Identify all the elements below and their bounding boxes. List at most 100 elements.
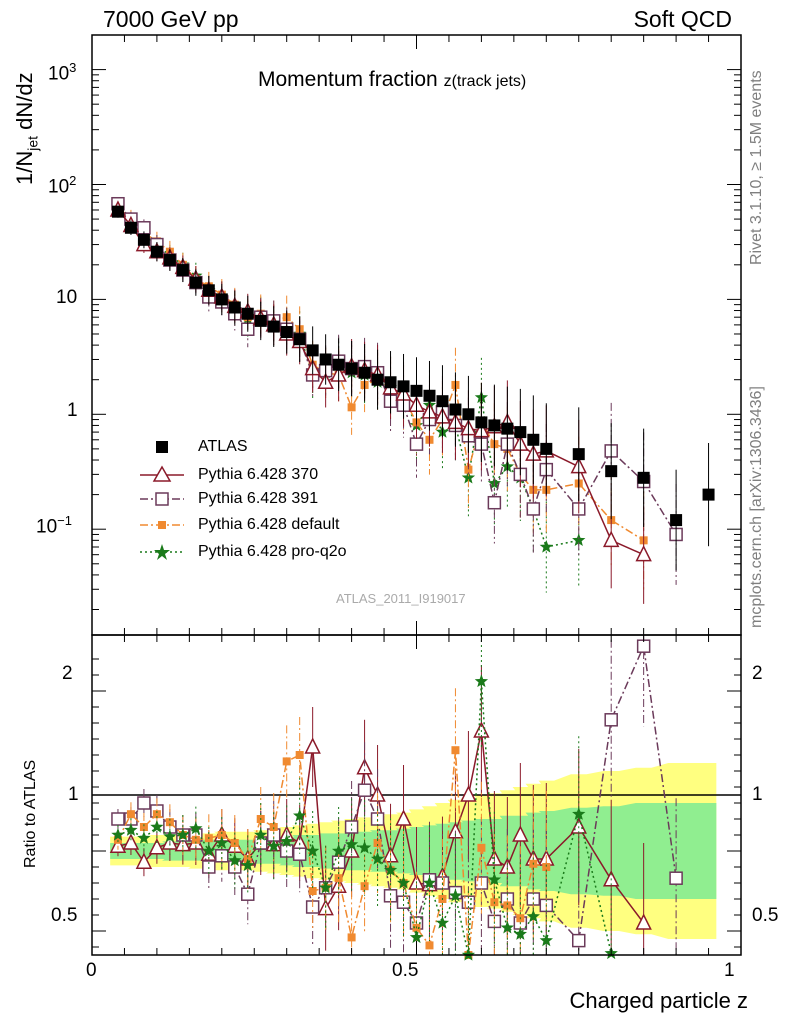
ratio-point	[409, 930, 424, 944]
ratio-line	[117, 681, 612, 956]
ratio-point	[460, 785, 477, 802]
ratio-point	[217, 831, 226, 839]
ratio-point	[669, 871, 683, 885]
ratio-point	[111, 828, 125, 841]
ratio-point	[293, 808, 307, 822]
ratio-point	[572, 933, 586, 948]
ratio-point	[241, 887, 255, 901]
ratio-point	[370, 852, 385, 865]
data-point	[189, 276, 202, 289]
ytick-10: 10	[56, 287, 78, 308]
ratio-point	[308, 887, 317, 895]
legend-marker-square-filled	[156, 441, 168, 453]
ratio-point	[202, 844, 216, 857]
ratio-point	[267, 839, 281, 852]
data-point	[202, 284, 215, 297]
ratio-point	[425, 941, 434, 950]
data-point	[409, 437, 424, 451]
data-point	[293, 333, 306, 346]
ratio-point	[269, 823, 278, 831]
legend-item-pro-q2o: Pythia 6.428 pro-q2o	[140, 539, 347, 565]
ratio-point	[176, 828, 190, 841]
ratio-point	[126, 810, 135, 819]
data-point	[371, 373, 384, 386]
ratio-point	[215, 836, 229, 849]
data-point	[540, 442, 553, 455]
ratio-band-inner	[110, 803, 717, 899]
legend-item-370: Pythia 6.428 370	[140, 462, 318, 488]
legend-marker-star	[140, 544, 184, 560]
plot-title-main: Momentum fraction	[258, 68, 438, 91]
ratio-point	[135, 852, 153, 869]
xtick-0: 0	[86, 960, 97, 981]
ratio-point	[373, 839, 382, 847]
plot-title-sub: z(track jets)	[443, 73, 527, 90]
ratio-point	[344, 820, 359, 834]
ratio-point	[137, 831, 151, 844]
data-point	[539, 539, 553, 553]
data-point	[436, 395, 449, 408]
ratio-point	[513, 927, 527, 940]
ratio-point	[357, 840, 372, 854]
legend-label: Pythia 6.428 370	[198, 466, 319, 483]
ratio-point	[435, 916, 450, 929]
x-axis-label: Charged particle z	[569, 988, 748, 1013]
ratio-point	[357, 783, 372, 797]
data-point	[332, 358, 345, 371]
data-point	[423, 389, 436, 402]
ratio-point	[137, 796, 151, 810]
data-point	[572, 448, 585, 461]
ratio-point	[331, 844, 346, 857]
data-point	[228, 301, 241, 314]
ratio-tick-05: 0.5	[51, 905, 78, 926]
series-atlas	[111, 205, 715, 571]
ratio-uncertainty-bands	[110, 763, 717, 939]
ratio-point	[344, 837, 359, 851]
ratio-point	[422, 876, 437, 889]
data-point	[347, 403, 356, 412]
data-point	[241, 307, 254, 320]
ratio-point	[148, 838, 166, 855]
header-category: Soft QCD	[633, 6, 732, 32]
data-point	[384, 376, 397, 389]
data-point	[514, 426, 527, 439]
axis-ticks	[91, 34, 742, 955]
data-point	[488, 419, 501, 432]
ratio-point	[487, 872, 502, 886]
sidebar-mcplots: mcplots.cern.ch [arXiv:1306.3436]	[748, 386, 765, 628]
ratio-tick-2: 2	[62, 663, 73, 684]
ratio-point	[512, 825, 529, 842]
header-energy: 7000 GeV pp	[103, 6, 239, 32]
data-point	[124, 221, 137, 234]
y-axis-label-rest: dN/dz	[12, 72, 37, 136]
data-point	[358, 366, 371, 379]
legend-label: ATLAS	[198, 438, 248, 455]
ratio-tick-2-right: 2	[752, 663, 763, 684]
data-point	[410, 384, 423, 397]
data-point	[215, 293, 228, 306]
ratio-tick-1-right: 1	[752, 784, 763, 805]
data-point	[150, 245, 163, 258]
y-axis-label-main: 1/N	[12, 150, 37, 185]
ratio-tick-1: 1	[68, 784, 79, 805]
legend-label: Pythia 6.428 default	[198, 516, 340, 533]
ratio-point	[109, 836, 127, 853]
ratio-point	[152, 810, 161, 819]
data-point	[319, 353, 332, 366]
ratio-point	[304, 737, 321, 754]
ytick-01: 10−1	[36, 513, 72, 538]
ratio-point	[241, 858, 255, 872]
data-point	[345, 362, 358, 375]
legend-item-default: Pythia 6.428 default	[140, 512, 339, 538]
data-point	[267, 320, 280, 333]
ratio-point	[604, 713, 618, 727]
data-point	[572, 533, 586, 546]
analysis-watermark: ATLAS_2011_I919017	[336, 591, 466, 606]
data-point	[602, 530, 620, 548]
data-point	[254, 314, 267, 327]
ratio-point	[295, 751, 304, 759]
data-point	[464, 465, 473, 474]
data-point	[306, 344, 319, 357]
data-point	[462, 408, 475, 421]
